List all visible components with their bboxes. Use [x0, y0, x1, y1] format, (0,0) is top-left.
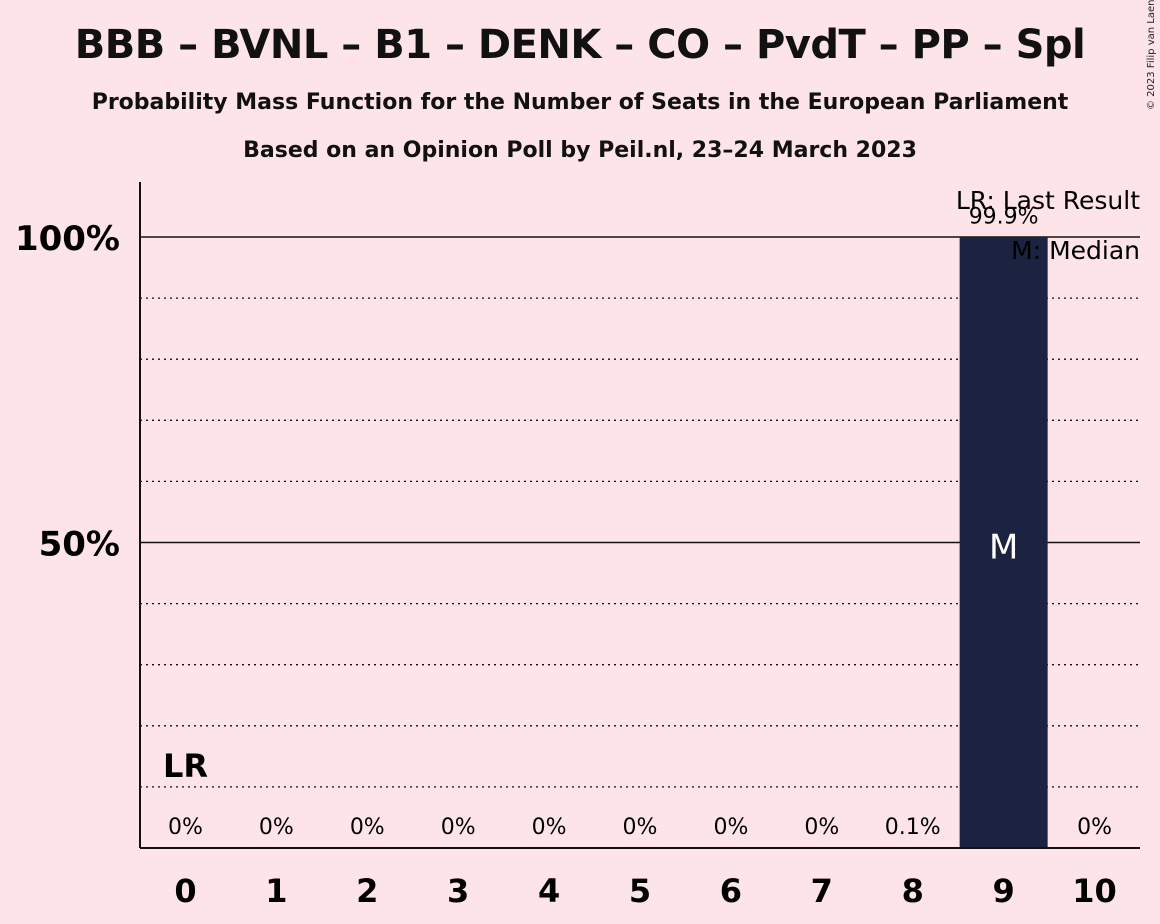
data-label: 0% — [168, 815, 203, 840]
data-label: 99.9% — [969, 205, 1039, 230]
x-tick-label: 10 — [1072, 872, 1117, 910]
x-tick-label: 8 — [902, 872, 924, 910]
chart-subtitle: Probability Mass Function for the Number… — [91, 90, 1069, 115]
data-label: 0% — [713, 815, 748, 840]
legend-last-result: LR: Last Result — [956, 186, 1140, 215]
data-label: 0% — [804, 815, 839, 840]
last-result-marker: LR — [163, 747, 208, 785]
bar — [959, 237, 1048, 849]
data-label: 0% — [532, 815, 567, 840]
data-label: 0% — [623, 815, 658, 840]
x-tick-label: 3 — [447, 872, 469, 910]
x-tick-label: 4 — [538, 872, 560, 910]
data-label: 0% — [441, 815, 476, 840]
data-label: 0.1% — [885, 815, 941, 840]
chart-source: Based on an Opinion Poll by Peil.nl, 23–… — [243, 138, 917, 163]
x-tick-label: 6 — [720, 872, 742, 910]
y-tick-label: 100% — [15, 219, 120, 259]
chart-title: BBB – BVNL – B1 – DENK – CO – PvdT – PP … — [74, 22, 1086, 68]
x-tick-label: 9 — [993, 872, 1015, 910]
x-tick-label: 2 — [356, 872, 378, 910]
data-label: 0% — [259, 815, 294, 840]
data-label: 0% — [350, 815, 385, 840]
x-tick-label: 1 — [265, 872, 287, 910]
data-label: 0% — [1077, 815, 1112, 840]
x-tick-label: 7 — [811, 872, 833, 910]
legend-median: M: Median — [1011, 236, 1140, 265]
x-tick-label: 0 — [174, 872, 196, 910]
y-tick-label: 50% — [39, 525, 120, 565]
x-tick-label: 5 — [629, 872, 651, 910]
median-marker: M — [989, 528, 1018, 568]
